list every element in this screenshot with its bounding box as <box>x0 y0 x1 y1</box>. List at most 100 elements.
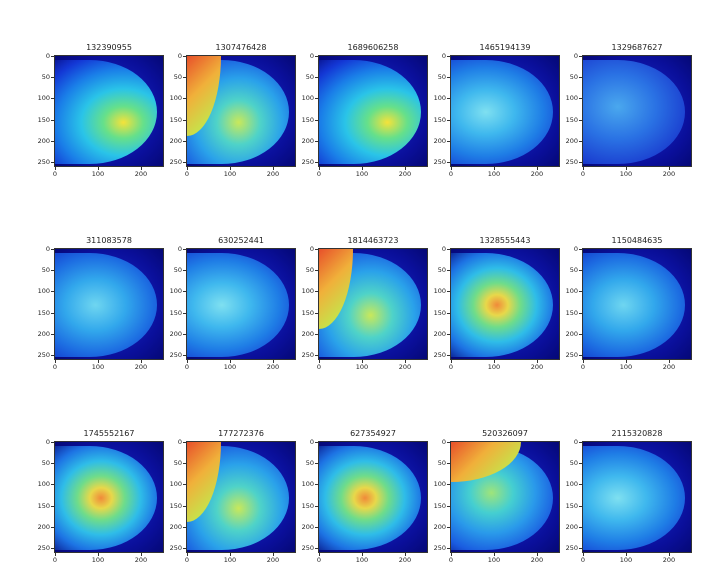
y-tick-label: 100 <box>169 287 182 296</box>
y-tick-mark <box>579 355 582 356</box>
y-tick-label: 150 <box>433 115 446 124</box>
y-tick-mark <box>447 270 450 272</box>
y-tick-label: 0 <box>45 438 50 446</box>
y-tick-label: 0 <box>177 52 182 60</box>
x-tick-label: 100 <box>91 556 105 564</box>
y-tick-label: 50 <box>305 459 314 468</box>
x-tick-label: 200 <box>662 170 676 178</box>
x-tick-label: 100 <box>355 170 369 178</box>
y-tick-label: 250 <box>301 544 314 552</box>
mammogram-image <box>318 441 428 553</box>
y-tick-label: 200 <box>169 329 182 338</box>
y-tick-mark <box>51 548 54 549</box>
y-tick-label: 150 <box>37 115 50 124</box>
y-tick-label: 0 <box>573 52 578 60</box>
x-tick-mark <box>273 360 274 363</box>
y-tick-mark <box>51 98 54 100</box>
x-tick-mark <box>230 360 231 363</box>
x-tick-label: 0 <box>448 556 454 564</box>
x-tick-mark <box>55 167 56 170</box>
y-tick-mark <box>183 463 186 465</box>
y-tick-label: 250 <box>565 351 578 359</box>
y-tick-mark <box>579 463 582 465</box>
y-tick-label: 250 <box>433 158 446 166</box>
y-tick-label: 50 <box>173 459 182 468</box>
y-tick-mark <box>315 98 318 100</box>
x-tick-mark <box>98 167 99 170</box>
x-tick-mark <box>362 167 363 170</box>
y-tick-label: 250 <box>169 544 182 552</box>
y-tick-label: 100 <box>433 94 446 103</box>
x-tick-label: 200 <box>134 363 148 371</box>
x-tick-mark <box>405 360 406 363</box>
mammogram-image <box>54 55 164 167</box>
y-tick-mark <box>447 484 450 486</box>
y-tick-label: 200 <box>565 136 578 145</box>
x-tick-label: 100 <box>355 363 369 371</box>
y-tick-mark <box>315 162 318 163</box>
y-tick-mark <box>315 463 318 465</box>
y-tick-mark <box>579 119 582 121</box>
y-tick-label: 250 <box>37 351 50 359</box>
y-tick-mark <box>183 548 186 549</box>
breast-tissue <box>583 60 685 164</box>
y-tick-mark <box>51 526 54 528</box>
panel-title: 311083578 <box>86 236 132 245</box>
y-tick-mark <box>579 505 582 507</box>
x-tick-mark <box>319 167 320 170</box>
y-tick-label: 250 <box>433 544 446 552</box>
x-tick-mark <box>626 553 627 556</box>
y-tick-mark <box>579 98 582 100</box>
y-tick-label: 0 <box>573 438 578 446</box>
y-tick-mark <box>183 505 186 507</box>
x-tick-mark <box>669 167 670 170</box>
y-tick-label: 100 <box>565 480 578 489</box>
y-tick-label: 100 <box>37 480 50 489</box>
y-tick-mark <box>579 526 582 528</box>
x-tick-mark <box>187 553 188 556</box>
y-tick-label: 200 <box>565 522 578 531</box>
x-tick-mark <box>537 360 538 363</box>
x-tick-mark <box>230 553 231 556</box>
y-tick-label: 150 <box>301 115 314 124</box>
x-tick-mark <box>187 360 188 363</box>
y-tick-label: 150 <box>301 501 314 510</box>
y-tick-mark <box>579 312 582 314</box>
y-tick-mark <box>51 333 54 335</box>
panel-title: 177272376 <box>218 429 264 438</box>
mammogram-image <box>450 441 560 553</box>
x-tick-mark <box>583 360 584 363</box>
y-tick-label: 150 <box>565 501 578 510</box>
breast-tissue <box>319 60 421 164</box>
y-tick-mark <box>315 548 318 549</box>
x-tick-label: 100 <box>619 363 633 371</box>
x-tick-label: 200 <box>134 556 148 564</box>
x-tick-mark <box>141 167 142 170</box>
breast-tissue <box>55 253 157 357</box>
y-tick-mark <box>447 291 450 293</box>
y-tick-mark <box>51 249 54 250</box>
x-tick-label: 200 <box>266 556 280 564</box>
panel-title: 1689606258 <box>347 43 399 52</box>
y-tick-label: 50 <box>569 73 578 82</box>
y-tick-mark <box>315 56 318 57</box>
y-tick-label: 100 <box>301 480 314 489</box>
y-tick-mark <box>51 484 54 486</box>
x-tick-mark <box>319 553 320 556</box>
y-tick-mark <box>447 119 450 121</box>
y-tick-mark <box>183 140 186 142</box>
panel-title: 1329687627 <box>611 43 663 52</box>
x-tick-label: 0 <box>580 363 586 371</box>
y-tick-mark <box>183 484 186 486</box>
y-tick-label: 250 <box>37 544 50 552</box>
y-tick-mark <box>579 484 582 486</box>
x-tick-mark <box>405 167 406 170</box>
x-tick-mark <box>669 553 670 556</box>
x-tick-label: 200 <box>134 170 148 178</box>
breast-tissue <box>187 253 289 357</box>
panel-title: 1150484635 <box>611 236 663 245</box>
x-tick-label: 0 <box>52 556 58 564</box>
x-tick-label: 200 <box>530 170 544 178</box>
x-tick-label: 0 <box>448 363 454 371</box>
x-tick-mark <box>494 167 495 170</box>
